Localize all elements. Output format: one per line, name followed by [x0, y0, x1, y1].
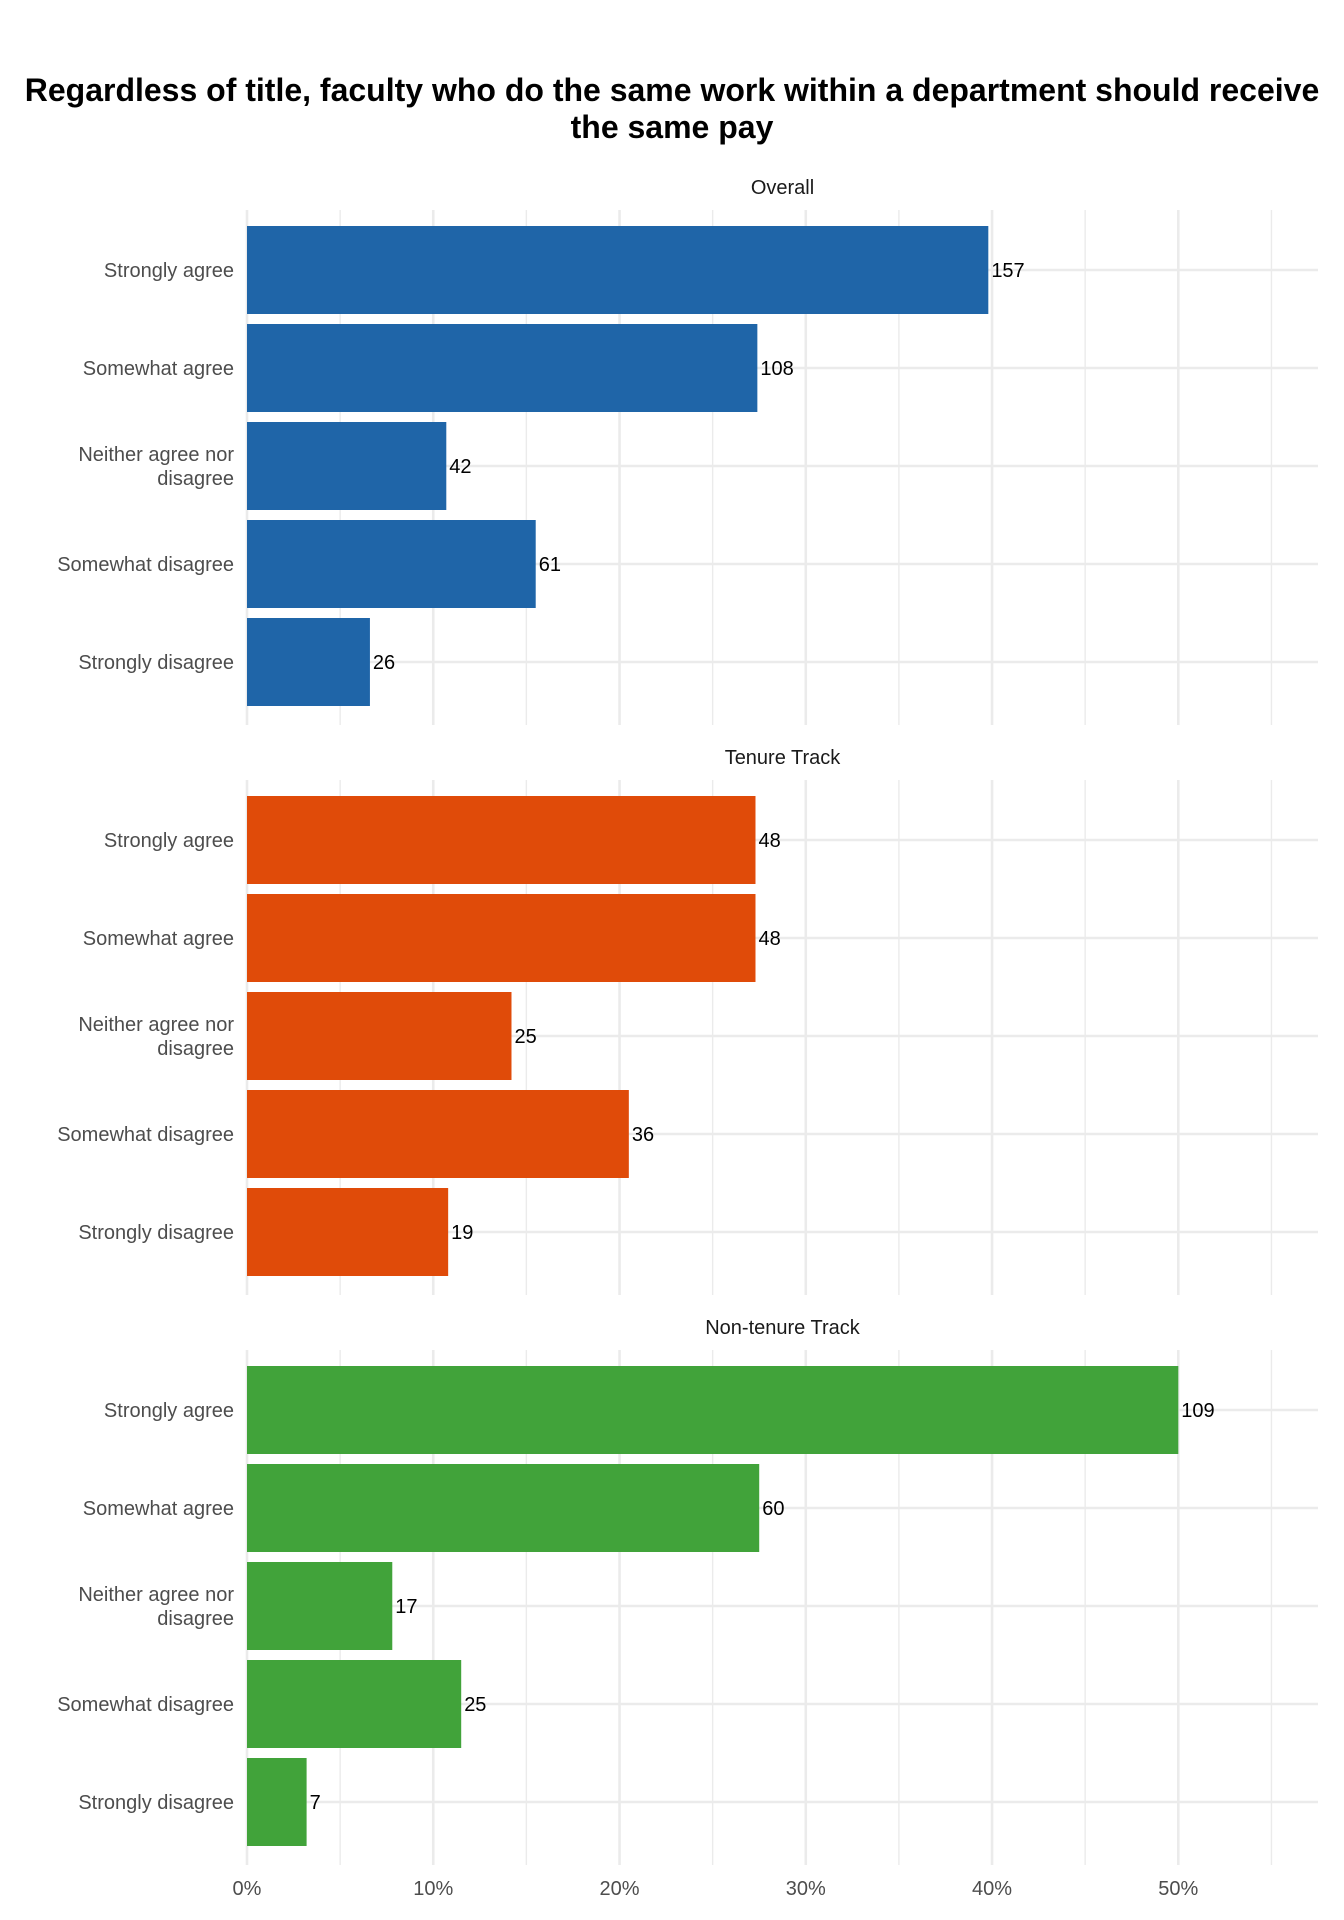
x-axis: 0% 10% 20% 30% 40% 50% [233, 1878, 1199, 1900]
bar-value-label: 7 [310, 1792, 321, 1814]
facet-label: Overall [751, 177, 814, 199]
bar [247, 1464, 760, 1552]
bar [247, 1188, 449, 1276]
x-tick-label: 10% [413, 1878, 453, 1900]
bar-value-label: 108 [760, 358, 793, 380]
bar-value-label: 157 [991, 260, 1024, 282]
category-label: Strongly disagree [78, 1222, 234, 1244]
bar [247, 1660, 462, 1748]
bar [247, 1366, 1179, 1454]
category-label: Neither agree nor [78, 444, 234, 466]
category-label: Neither agree nor [78, 1584, 234, 1606]
bar-value-label: 42 [449, 456, 471, 478]
bar-value-label: 26 [373, 652, 395, 674]
category-label: Strongly agree [104, 830, 234, 852]
bar [247, 226, 989, 314]
bar [247, 520, 536, 608]
bar [247, 422, 447, 510]
chart-panels: Overall 157 Strongly agree 108 Somewhat agre… [57, 177, 1318, 1865]
facet-panel-overall: Overall 157 Strongly agree 108 Somewhat agre… [57, 177, 1318, 725]
bar [247, 1090, 629, 1178]
x-tick-label: 20% [600, 1878, 640, 1900]
bar-value-label: 61 [539, 554, 561, 576]
category-label: Somewhat agree [83, 358, 234, 380]
bar [247, 1562, 393, 1650]
facet-label: Non-tenure Track [705, 1317, 861, 1339]
category-label: disagree [157, 468, 234, 490]
bar [247, 1758, 307, 1846]
category-label: Somewhat agree [83, 928, 234, 950]
facet-panel-non-tenure-track: Non-tenure Track 109 Strongly agree 60 Somew… [57, 1317, 1318, 1865]
bar-value-label: 17 [395, 1596, 417, 1618]
category-label: Strongly disagree [78, 1792, 234, 1814]
bar-value-label: 60 [762, 1498, 784, 1520]
category-label: Somewhat disagree [57, 1694, 234, 1716]
category-label: Somewhat disagree [57, 1124, 234, 1146]
chart-title: Regardless of title, faculty who do the … [24, 72, 1320, 145]
bar [247, 324, 758, 412]
category-label: Strongly agree [104, 260, 234, 282]
bar-value-label: 36 [632, 1124, 654, 1146]
category-label: Strongly agree [104, 1400, 234, 1422]
bar-value-label: 25 [514, 1026, 536, 1048]
bar [247, 992, 512, 1080]
category-label: Neither agree nor [78, 1014, 234, 1036]
bar [247, 894, 756, 982]
category-label: Somewhat disagree [57, 554, 234, 576]
bar [247, 618, 370, 706]
x-tick-label: 50% [1158, 1878, 1198, 1900]
x-tick-label: 40% [972, 1878, 1012, 1900]
bar-value-label: 48 [758, 830, 780, 852]
bar-value-label: 25 [464, 1694, 486, 1716]
facet-label: Tenure Track [725, 747, 842, 769]
category-label: disagree [157, 1038, 234, 1060]
category-label: Somewhat agree [83, 1498, 234, 1520]
category-label: Strongly disagree [78, 652, 234, 674]
category-label: disagree [157, 1608, 234, 1630]
x-tick-label: 30% [786, 1878, 826, 1900]
bar-value-label: 19 [451, 1222, 473, 1244]
bar-value-label: 48 [758, 928, 780, 950]
bar [247, 796, 756, 884]
x-tick-label: 0% [233, 1878, 262, 1900]
bar-value-label: 109 [1181, 1400, 1214, 1422]
facet-panel-tenure-track: Tenure Track 48 Strongly agree 48 Somewhat a… [57, 747, 1318, 1295]
